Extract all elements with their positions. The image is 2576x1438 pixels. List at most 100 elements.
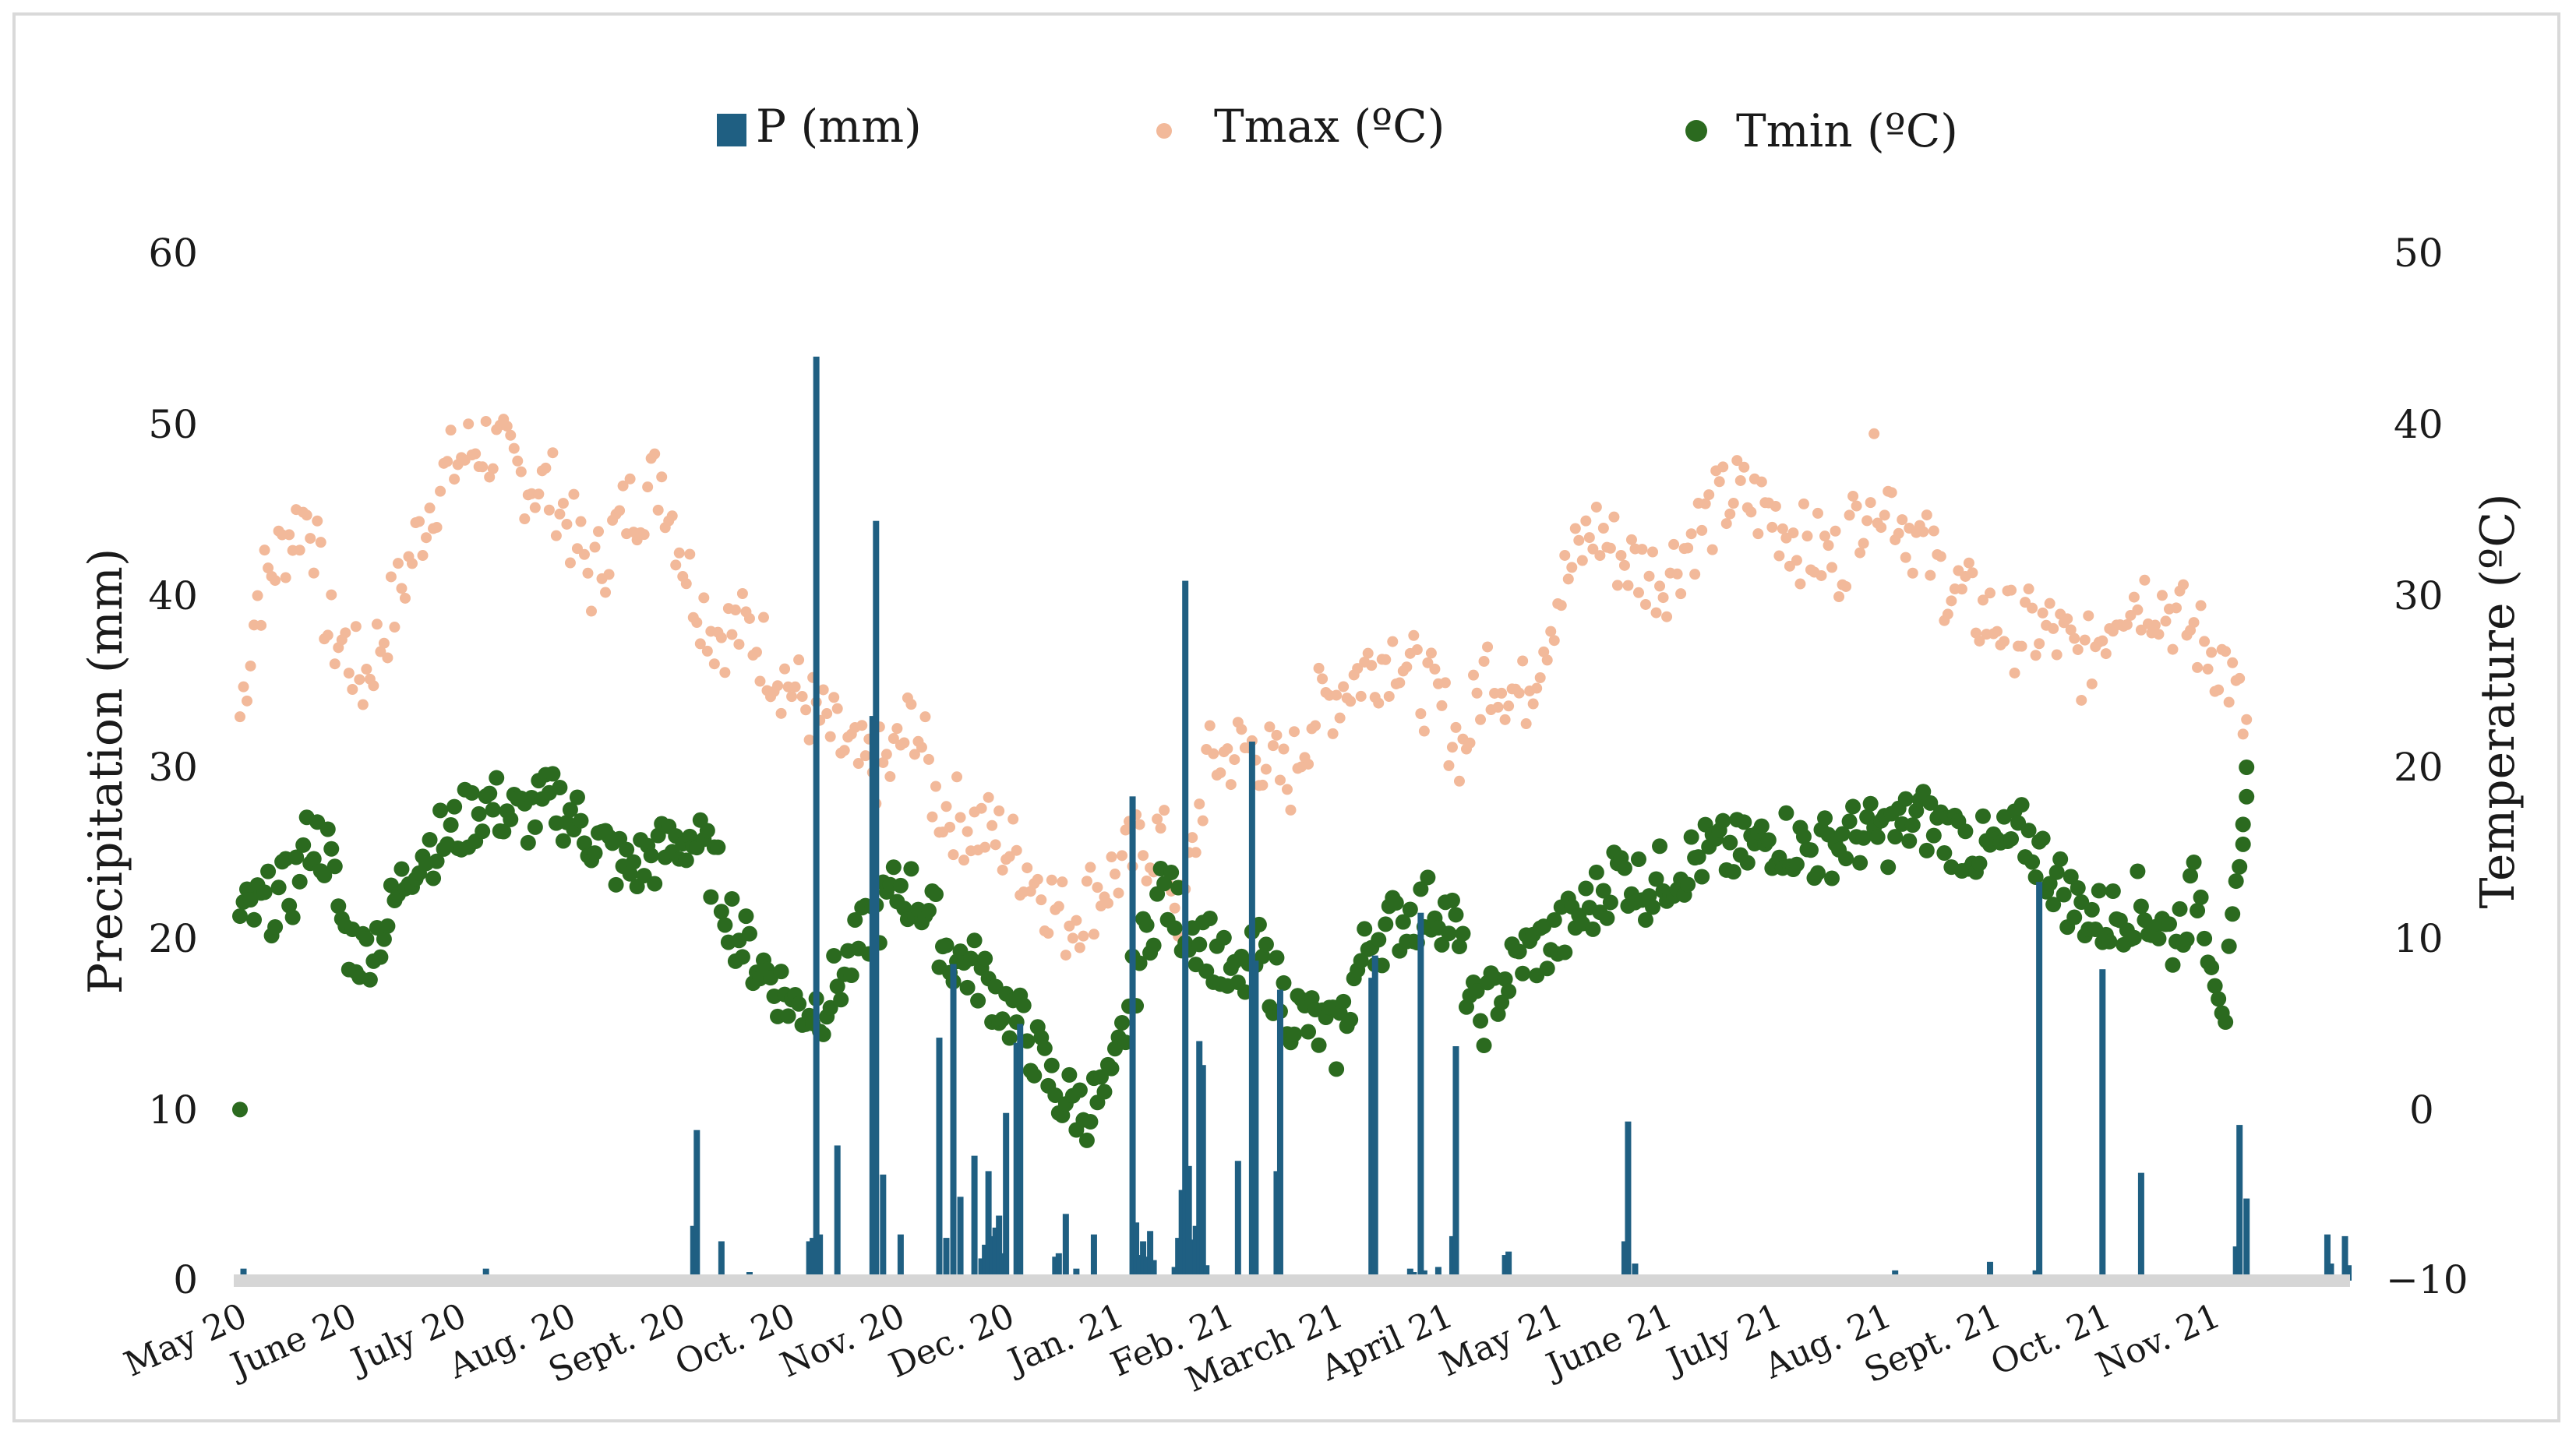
- tmin-point: [1722, 834, 1738, 851]
- tmin-point: [1441, 925, 1457, 942]
- precip-bar: [1003, 1112, 1010, 1281]
- precip-bar: [869, 716, 876, 1281]
- tmax-point: [856, 720, 868, 731]
- precip-bar: [1178, 1190, 1185, 1281]
- tmin-point: [2133, 898, 2149, 915]
- tmax-point: [1450, 721, 1462, 733]
- tmin-point: [291, 873, 308, 890]
- tmin-point: [1353, 953, 1369, 969]
- tmin-point: [1497, 971, 1513, 987]
- tmax-point: [1545, 626, 1557, 637]
- tmax-point: [1366, 660, 1378, 671]
- tmin-point: [1191, 936, 1208, 953]
- precip-bar: [1185, 1165, 1192, 1281]
- tmin-point: [1925, 827, 1942, 844]
- tmin-point: [1630, 851, 1646, 868]
- tmax-point: [1520, 718, 1532, 730]
- tmax-point: [315, 537, 326, 548]
- tmax-point: [1208, 748, 1219, 760]
- tmax-point: [1439, 677, 1451, 689]
- tmax-series: [235, 414, 2253, 961]
- tmax-point: [828, 692, 840, 703]
- tmax-point: [280, 572, 291, 583]
- tmax-point: [2160, 615, 2172, 627]
- tmax-point: [1590, 501, 1602, 513]
- tmax-point: [944, 821, 956, 833]
- legend: P (mm) Tmax (ºC) Tmin (ºC): [717, 100, 1958, 157]
- precip-bar: [1062, 1214, 1069, 1281]
- y-right-title: Temperature (ºC): [2471, 493, 2525, 908]
- tmax-point: [1138, 850, 1149, 862]
- tmin-point: [1374, 957, 1390, 974]
- tmax-point: [396, 583, 408, 594]
- tmax-point: [424, 502, 436, 514]
- tmin-point: [1096, 1084, 1113, 1100]
- tmin-point: [1336, 993, 1352, 1010]
- tmin-point: [2183, 868, 2199, 884]
- tmax-point: [1559, 549, 1571, 561]
- tmax-point: [617, 480, 629, 492]
- tmax-point: [1555, 600, 1567, 612]
- tmax-point: [1967, 567, 1978, 579]
- tmax-point: [1865, 497, 1876, 509]
- tmax-point: [884, 770, 896, 782]
- tmax-point: [2167, 643, 2179, 655]
- tmin-point: [1585, 921, 1601, 937]
- tmin-point: [678, 852, 694, 869]
- tmin-point: [1680, 876, 1696, 893]
- tmin-point: [970, 992, 986, 1009]
- tmax-point: [2048, 622, 2059, 634]
- y-left-ticks: 60 50 40 30 20 10 0: [148, 231, 198, 1302]
- tmin-point: [2027, 869, 2044, 885]
- tmin-point: [326, 858, 343, 875]
- tmax-point: [940, 801, 952, 812]
- tmax-point: [586, 605, 597, 617]
- tmax-point: [786, 691, 798, 703]
- tmax-point: [1727, 498, 1739, 509]
- tmax-point: [1534, 671, 1546, 683]
- tmax-point: [399, 592, 411, 604]
- tmax-point: [1738, 461, 1750, 473]
- tmin-point: [2235, 816, 2251, 833]
- tmax-point: [1576, 555, 1588, 566]
- tmin-point: [260, 863, 277, 879]
- tmax-point: [1879, 509, 1890, 521]
- tmin-point: [724, 890, 740, 907]
- tmax-point: [593, 526, 605, 537]
- tmin-point: [2207, 978, 2223, 994]
- tmax-point: [1513, 687, 1525, 699]
- tmax-point: [2188, 617, 2200, 629]
- tmin-point: [376, 931, 392, 947]
- tmin-point: [885, 859, 902, 876]
- tmax-point: [1682, 542, 1694, 554]
- tmax-point: [638, 529, 650, 541]
- legend-precip-label: P (mm): [756, 100, 922, 153]
- precip-bar: [1199, 1065, 1206, 1281]
- tmax-point: [698, 592, 710, 604]
- precip-bar: [1052, 1256, 1059, 1281]
- tmin-point: [503, 811, 519, 827]
- tmin-point: [1082, 1114, 1099, 1130]
- tmin-point: [1451, 939, 1467, 955]
- precip-bar: [897, 1234, 904, 1281]
- tmax-point: [1036, 894, 1047, 906]
- tmin-point: [699, 823, 715, 839]
- tmax-point: [1886, 487, 1897, 499]
- precip-bar: [936, 1038, 943, 1281]
- tmin-point: [319, 821, 336, 837]
- tmax-point: [1647, 546, 1659, 558]
- tmax-point: [2044, 597, 2056, 609]
- tmax-point: [2220, 646, 2232, 657]
- precip-bar: [1140, 1241, 1147, 1281]
- tmax-point: [2178, 579, 2190, 590]
- tmin-point: [527, 819, 543, 835]
- x-month-label: May 20: [118, 1295, 253, 1384]
- tmax-point: [979, 841, 991, 853]
- precipitation-series: [240, 356, 2352, 1281]
- y-left-tick: 0: [173, 1257, 198, 1302]
- tmax-point: [1327, 728, 1339, 739]
- tmax-point: [550, 530, 562, 541]
- tmax-point: [575, 516, 587, 527]
- tmax-point: [1897, 514, 1908, 526]
- tmax-point: [1496, 687, 1508, 699]
